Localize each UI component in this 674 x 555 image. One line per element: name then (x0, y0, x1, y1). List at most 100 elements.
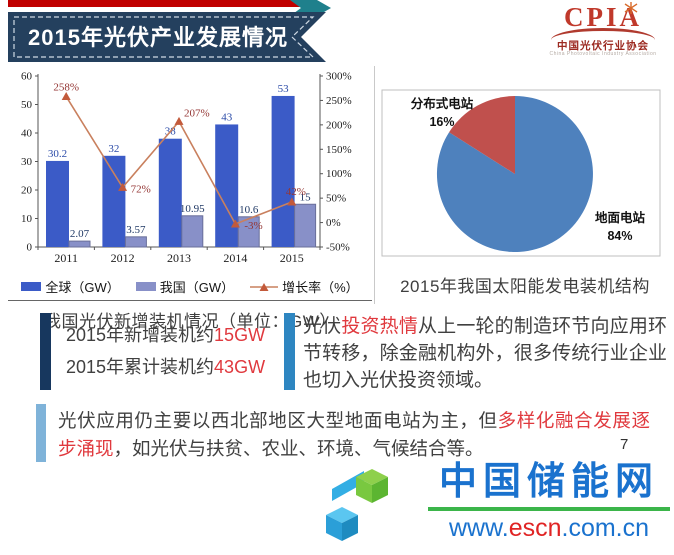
bar-value-label: 10.6 (239, 204, 259, 216)
page-title: 2015年光伏产业发展情况 (28, 25, 288, 50)
x-axis-label: 2013 (167, 251, 191, 265)
bar-value-label: 30.2 (48, 148, 67, 160)
watermark-site-name: 中国储能网 (438, 461, 659, 503)
left-axis-tick: 10 (21, 213, 33, 225)
bar (46, 160, 69, 247)
url-escn: escn (508, 513, 562, 542)
url-domain: .com.cn (561, 513, 650, 542)
line-marker (287, 197, 297, 206)
bar (237, 216, 260, 248)
chart-legend: 全球（GW） 我国（GW） 增长率（%） (8, 277, 372, 296)
left-axis-tick: 50 (21, 99, 33, 111)
pie-slice-0 (436, 96, 593, 252)
pie-chart-caption: 2015年我国太阳能发电装机结构 (400, 277, 650, 296)
bar-value-label: 10.95 (180, 203, 205, 215)
text-segment: 光伏应用仍主要以西北部地区大型地面电站为主，但 (58, 410, 498, 431)
legend-item: 增长率（%） (250, 277, 359, 296)
highlight-line2-value: 43GW (214, 356, 266, 377)
pie-slice-label: 地面电站 (595, 210, 646, 225)
legend-bar-swatch (135, 282, 156, 291)
pie-slice-pct: 16% (429, 115, 454, 129)
x-axis-label: 2011 (54, 251, 78, 265)
left-axis-tick: 0 (27, 242, 33, 254)
bar (271, 95, 295, 247)
ribbon-dashed-border (13, 16, 315, 58)
bar-line-chart: 0 10 20 30 40 50 60 -50% 0% 50% 100% 150% 200% 250% 30… (21, 71, 352, 266)
highlight-left-bar (40, 313, 51, 390)
right-axis-tick: 150% (326, 144, 352, 156)
bar-chart-caption: 我国光伏新增装机情况（单位：GW） (44, 312, 337, 331)
bar (158, 138, 182, 247)
bar (294, 203, 317, 248)
page-number: 7 (620, 436, 629, 453)
escn-logo-icon (326, 469, 388, 541)
x-axis-label: 2015 (280, 251, 304, 265)
highlight-line1-prefix: 2015年新增装机约 (66, 325, 215, 345)
bars-global (46, 95, 295, 247)
cpia-name-en: China Photovoltaic Industry Association (549, 51, 657, 58)
highlight-line1-value: 15GW (214, 325, 266, 345)
application-note: 光伏应用仍主要以西北部地区大型地面电站为主，但多样化融合发展逐步涌现，如光伏与扶… (58, 407, 650, 463)
text-segment: 多样化融合发展逐步涌现 (58, 410, 650, 459)
cpia-arc-swoosh (551, 28, 655, 40)
bars-china (68, 203, 317, 248)
text-segment: 投资热情 (341, 316, 419, 337)
legend-line-swatch (250, 282, 279, 291)
watermark: 中国储能网 www.escn.com.cn (326, 459, 674, 555)
url-www: www. (448, 513, 509, 542)
star-icon (624, 2, 638, 14)
right-axis-tick: 50% (326, 193, 346, 205)
pie-slice-label: 分布式电站 (411, 96, 474, 111)
legend-label: 我国（GW） (159, 280, 235, 295)
right-axis-tick: 100% (326, 168, 352, 180)
bar (124, 236, 147, 248)
bar (68, 240, 91, 248)
installations-chart-panel: 0 10 20 30 40 50 60 -50% 0% 50% 100% 150% 200% 250% 30… (8, 64, 372, 332)
pie-chart: 地面电站 84% 分布式电站 16% (381, 89, 661, 257)
growth-line (61, 92, 297, 228)
watermark-url: www.escn.com.cn (426, 514, 672, 543)
highlight-line2-prefix: 2015年累计装机约 (66, 356, 215, 377)
line-marker (118, 182, 128, 191)
legend-label: 全球（GW） (45, 280, 120, 295)
bar (102, 155, 126, 247)
bar (181, 215, 204, 248)
growth-value-label: 258% (53, 82, 79, 94)
watermark-text: 中国储能网 www.escn.com.cn (426, 461, 672, 543)
growth-value-label: 207% (184, 107, 210, 119)
left-axis-tick: 30 (21, 156, 33, 168)
highlight-text: 2015年新增装机约15GW 2015年累计装机约43GW (66, 320, 265, 383)
pie-slice-pct: 84% (607, 229, 632, 243)
header-red-bar (8, 0, 310, 7)
x-axis-label: 2014 (223, 251, 247, 265)
right-axis-tick: 0% (326, 217, 341, 229)
pie-slice-1 (449, 95, 515, 174)
panel-divider-line (8, 300, 372, 301)
growth-value-label: -3% (244, 220, 262, 232)
legend-bar-swatch (21, 282, 42, 291)
bar-value-label: 43 (221, 111, 233, 123)
bar-value-label: 32 (108, 143, 119, 155)
right-axis-tick: -50% (326, 242, 350, 254)
application-note-bar (36, 404, 46, 462)
right-axis-tick: 300% (326, 71, 352, 83)
text-segment: 从上一轮的制造环节向应用环节转移，除金融机构外，很多传统行业企业也切入光伏投资领… (303, 316, 667, 391)
bar (215, 124, 239, 247)
cpia-logo: CPIA 中国光伏行业协会 China Photovoltaic Industr… (542, 2, 664, 58)
growth-value-label: 72% (131, 183, 151, 195)
cpia-acronym: CPIA (564, 2, 642, 32)
bar-value-label: 2.07 (70, 228, 90, 240)
x-axis-label: 2012 (111, 251, 135, 265)
left-axis-tick: 20 (21, 185, 33, 197)
bar-value-label: 53 (278, 83, 290, 95)
vertical-divider (374, 66, 375, 304)
highlight-line-1: 2015年新增装机约15GW (66, 320, 265, 352)
pie-chart-panel: 地面电站 84% 分布式电站 16% 2015年我国太阳能发电装机结构 (380, 64, 670, 297)
growth-value-label: 42% (286, 186, 306, 198)
highlight-line-2: 2015年累计装机约43GW (66, 352, 265, 384)
legend-label: 增长率（%） (282, 280, 359, 295)
line-marker (61, 92, 71, 101)
left-axis-tick: 40 (21, 128, 33, 140)
title-ribbon: 2015年光伏产业发展情况 (8, 12, 326, 62)
